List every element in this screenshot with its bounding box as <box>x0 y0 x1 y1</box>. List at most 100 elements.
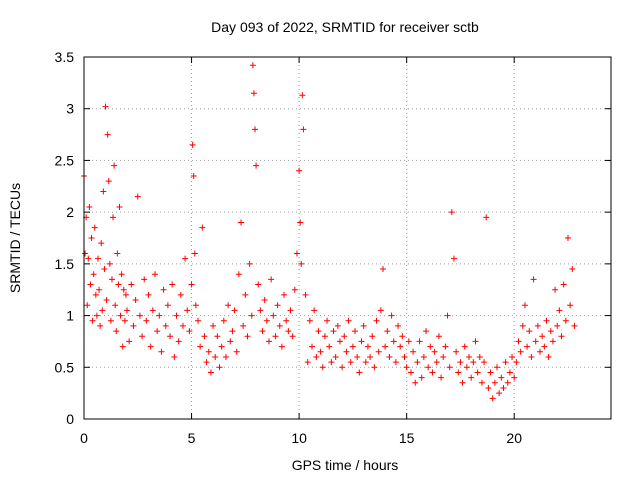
data-point <box>470 359 477 366</box>
data-point <box>171 353 178 360</box>
data-point <box>463 364 470 371</box>
data-point <box>332 353 339 360</box>
data-point <box>539 333 546 340</box>
data-point <box>235 271 242 278</box>
data-point <box>317 348 324 355</box>
data-point <box>485 384 492 391</box>
data-point <box>304 359 311 366</box>
y-tick-label: 3.5 <box>55 49 75 65</box>
data-point <box>435 333 442 340</box>
data-point <box>252 126 259 133</box>
data-point <box>534 322 541 329</box>
data-point <box>569 266 576 273</box>
data-point <box>433 359 440 366</box>
data-point <box>519 322 526 329</box>
data-point <box>524 343 531 350</box>
data-point <box>197 343 204 350</box>
data-point <box>377 307 384 314</box>
data-point <box>285 328 292 335</box>
data-point <box>362 359 369 366</box>
data-point <box>108 276 115 283</box>
data-point <box>160 286 167 293</box>
data-point <box>179 322 186 329</box>
data-point <box>121 317 128 324</box>
data-point <box>117 312 124 319</box>
data-point <box>91 224 98 231</box>
data-point <box>291 286 298 293</box>
data-point <box>154 328 161 335</box>
data-point <box>104 131 111 138</box>
data-point <box>364 343 371 350</box>
data-point <box>360 322 367 329</box>
data-point <box>528 353 535 360</box>
data-point <box>431 348 438 355</box>
data-point <box>216 364 223 371</box>
data-point <box>457 359 464 366</box>
data-point <box>300 126 307 133</box>
data-point <box>141 276 148 283</box>
x-tick-label: 20 <box>506 430 522 446</box>
data-point <box>99 307 106 314</box>
data-point <box>173 312 180 319</box>
data-point <box>354 353 361 360</box>
data-point <box>429 369 436 376</box>
data-point <box>88 235 95 241</box>
data-point <box>249 62 256 69</box>
data-point <box>558 333 565 340</box>
data-point <box>341 333 348 340</box>
data-point <box>240 322 247 329</box>
data-point <box>500 384 507 391</box>
data-point <box>302 291 309 298</box>
data-point <box>246 260 253 267</box>
data-point <box>225 302 232 309</box>
axis-ticks: 0 0.5 1 1.5 2 2.5 3 3.5 0 5 10 15 20 <box>55 49 611 446</box>
data-point <box>119 343 126 350</box>
data-point <box>498 374 505 381</box>
data-point <box>96 286 103 293</box>
data-point <box>521 302 528 309</box>
data-point <box>265 338 272 345</box>
data-point <box>504 379 511 386</box>
data-point <box>134 193 141 200</box>
data-point <box>375 348 382 355</box>
x-axis-label: GPS time / hours <box>292 457 399 473</box>
data-point <box>199 224 206 231</box>
data-point <box>453 348 460 355</box>
data-point <box>169 281 176 288</box>
data-point <box>139 333 146 340</box>
data-point <box>93 312 100 319</box>
data-point <box>420 353 427 360</box>
data-point <box>481 359 488 366</box>
data-point <box>440 353 447 360</box>
data-point <box>111 162 118 169</box>
data-point <box>287 307 294 314</box>
data-point <box>278 343 285 350</box>
data-point <box>259 328 266 335</box>
data-point <box>537 348 544 355</box>
x-tick-label: 10 <box>291 430 307 446</box>
data-point <box>530 276 537 283</box>
data-point <box>106 260 113 267</box>
data-point <box>195 317 202 324</box>
data-point <box>182 255 189 262</box>
data-point <box>164 302 171 309</box>
data-point <box>242 291 249 298</box>
data-point <box>100 188 107 195</box>
plot-frame <box>83 56 612 420</box>
data-point <box>373 317 380 324</box>
data-point <box>489 395 496 402</box>
data-point <box>299 92 306 99</box>
chart-title: Day 093 of 2022, SRMTID for receiver sct… <box>211 19 479 35</box>
data-point <box>145 291 152 298</box>
data-point <box>156 312 163 319</box>
data-point <box>468 374 475 381</box>
data-point <box>118 271 125 278</box>
data-point <box>472 338 479 345</box>
data-point <box>446 364 453 371</box>
data-point <box>255 281 262 288</box>
data-point <box>222 353 229 360</box>
data-point <box>283 317 290 324</box>
data-point <box>326 343 333 350</box>
data-point <box>220 317 227 324</box>
